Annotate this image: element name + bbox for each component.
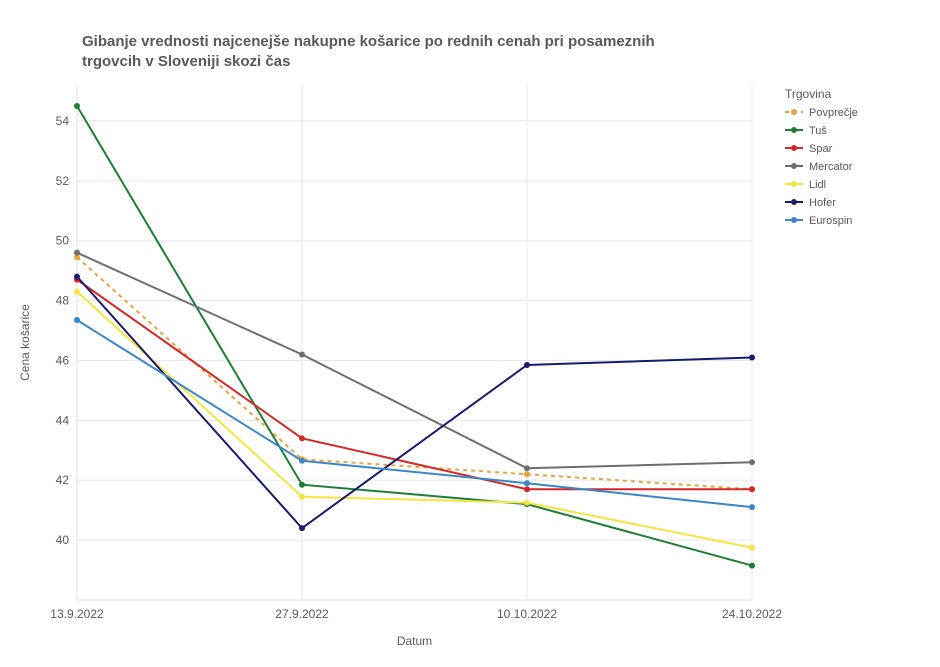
legend-swatch-marker xyxy=(791,163,797,169)
legend-swatch-marker xyxy=(791,181,797,187)
legend-swatch-marker xyxy=(791,127,797,133)
series-marker xyxy=(749,354,755,360)
y-tick-label: 48 xyxy=(56,294,70,308)
series-marker xyxy=(749,486,755,492)
legend-item-label: Povprečje xyxy=(809,107,858,119)
legend-swatch-marker xyxy=(791,109,797,115)
series-marker xyxy=(524,480,530,486)
chart-container: Gibanje vrednosti najcenejše nakupne koš… xyxy=(0,0,940,667)
chart-title-line1: Gibanje vrednosti najcenejše nakupne koš… xyxy=(82,33,655,50)
legend-item-label: Tuš xyxy=(809,125,827,137)
chart-title-line2: trgovcih v Sloveniji skozi čas xyxy=(82,53,290,70)
x-tick-label: 10.10.2022 xyxy=(497,607,557,621)
y-tick-label: 44 xyxy=(56,413,70,427)
series-marker xyxy=(74,274,80,280)
y-tick-label: 40 xyxy=(56,533,70,547)
legend-item-label: Hofer xyxy=(809,197,836,209)
series-marker xyxy=(299,435,305,441)
series-marker xyxy=(524,362,530,368)
legend-item-label: Mercator xyxy=(809,161,853,173)
series-marker xyxy=(74,317,80,323)
legend-swatch-marker xyxy=(791,145,797,151)
series-marker xyxy=(299,525,305,531)
y-tick-label: 54 xyxy=(56,114,70,128)
series-marker xyxy=(524,465,530,471)
series-marker xyxy=(749,459,755,465)
legend-item-label: Spar xyxy=(809,143,833,155)
line-chart: Gibanje vrednosti najcenejše nakupne koš… xyxy=(0,0,940,667)
x-tick-label: 27.9.2022 xyxy=(275,607,329,621)
series-marker xyxy=(524,486,530,492)
series-marker xyxy=(299,482,305,488)
legend-title: Trgovina xyxy=(785,87,832,101)
y-tick-label: 52 xyxy=(56,174,70,188)
legend-item-label: Lidl xyxy=(809,179,826,191)
series-marker xyxy=(74,250,80,256)
x-tick-label: 13.9.2022 xyxy=(50,607,104,621)
series-marker xyxy=(749,504,755,510)
x-axis-label: Datum xyxy=(397,634,432,648)
y-tick-label: 42 xyxy=(56,473,70,487)
x-tick-label: 24.10.2022 xyxy=(722,607,782,621)
legend-swatch-marker xyxy=(791,217,797,223)
y-axis-label: Cena košarice xyxy=(18,304,32,381)
y-tick-label: 50 xyxy=(56,234,70,248)
series-marker xyxy=(524,471,530,477)
series-marker xyxy=(749,563,755,569)
series-marker xyxy=(299,494,305,500)
series-marker xyxy=(524,500,530,506)
legend-swatch-marker xyxy=(791,199,797,205)
legend-item-label: Eurospin xyxy=(809,215,852,227)
series-marker xyxy=(299,351,305,357)
series-marker xyxy=(749,545,755,551)
series-marker xyxy=(299,458,305,464)
series-marker xyxy=(74,103,80,109)
y-tick-label: 46 xyxy=(56,353,70,367)
series-marker xyxy=(74,289,80,295)
